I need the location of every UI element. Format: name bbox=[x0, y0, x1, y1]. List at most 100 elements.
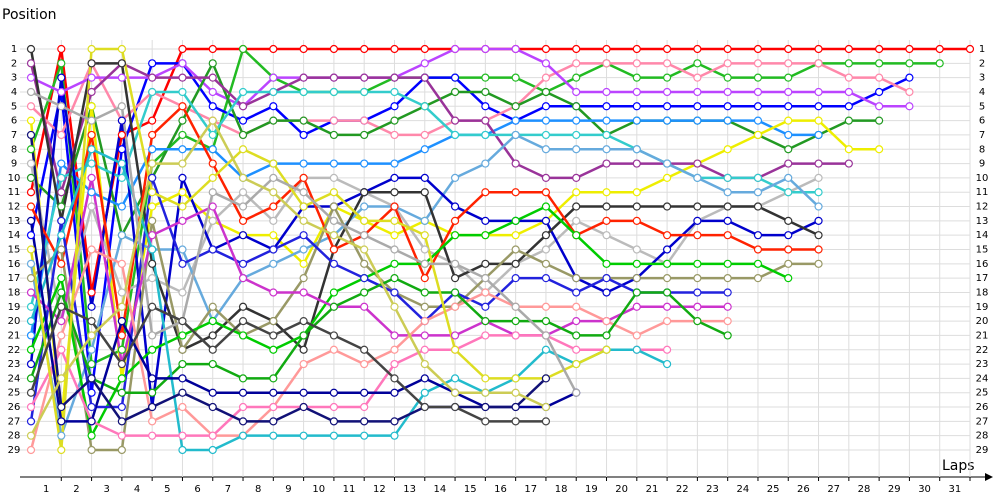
point bbox=[572, 87, 581, 97]
point bbox=[208, 173, 217, 182]
point bbox=[814, 173, 823, 182]
point bbox=[420, 345, 429, 354]
point bbox=[541, 259, 551, 268]
point bbox=[57, 130, 66, 140]
point bbox=[269, 402, 278, 412]
point bbox=[632, 331, 641, 340]
point bbox=[117, 59, 126, 68]
point bbox=[178, 331, 187, 340]
x-tick-label: 12 bbox=[373, 484, 386, 495]
point bbox=[208, 87, 217, 97]
point bbox=[26, 202, 36, 211]
y-tick-label: 13 bbox=[8, 216, 21, 227]
point bbox=[238, 374, 248, 383]
point bbox=[269, 102, 278, 111]
y-tick-label-right: 24 bbox=[976, 373, 989, 384]
point bbox=[87, 388, 96, 397]
point bbox=[238, 44, 248, 54]
point bbox=[784, 44, 793, 54]
y-tick-label: 26 bbox=[8, 402, 21, 413]
point bbox=[57, 202, 66, 211]
point bbox=[299, 202, 308, 211]
point bbox=[390, 331, 399, 340]
point bbox=[450, 130, 460, 140]
point bbox=[178, 102, 187, 111]
point bbox=[360, 130, 369, 140]
point bbox=[814, 159, 823, 168]
point bbox=[178, 202, 187, 211]
point bbox=[299, 245, 308, 254]
point bbox=[148, 130, 157, 140]
point bbox=[602, 145, 611, 154]
point bbox=[693, 259, 702, 268]
point bbox=[329, 44, 339, 54]
point bbox=[784, 59, 793, 68]
point bbox=[541, 216, 551, 225]
point bbox=[420, 44, 429, 54]
point bbox=[541, 317, 551, 326]
point bbox=[87, 359, 96, 369]
point bbox=[148, 173, 157, 182]
point bbox=[87, 102, 96, 111]
x-tick-label: 2 bbox=[73, 484, 79, 495]
point bbox=[450, 331, 460, 340]
point bbox=[117, 259, 126, 268]
point bbox=[511, 159, 520, 168]
point bbox=[208, 445, 217, 455]
y-tick-label: 25 bbox=[8, 388, 21, 399]
point bbox=[87, 345, 96, 354]
point bbox=[299, 317, 308, 326]
x-tick-label: 27 bbox=[827, 484, 840, 495]
point bbox=[632, 345, 641, 354]
series-line bbox=[29, 334, 668, 437]
point bbox=[632, 59, 641, 68]
point bbox=[572, 44, 581, 54]
y-tick-label: 1 bbox=[11, 44, 17, 55]
series-line bbox=[29, 134, 547, 423]
point bbox=[178, 44, 187, 54]
point bbox=[57, 188, 66, 197]
point bbox=[299, 73, 308, 82]
point bbox=[420, 130, 429, 140]
point bbox=[541, 302, 551, 311]
point bbox=[784, 274, 793, 283]
point bbox=[299, 188, 308, 197]
y-tick-label: 16 bbox=[8, 259, 21, 270]
point bbox=[208, 73, 217, 82]
point bbox=[723, 73, 732, 82]
point bbox=[329, 259, 339, 268]
point bbox=[26, 145, 36, 154]
point bbox=[450, 388, 460, 397]
point bbox=[572, 73, 581, 82]
point bbox=[26, 417, 36, 426]
point bbox=[26, 259, 36, 268]
point bbox=[208, 345, 217, 354]
point bbox=[360, 73, 369, 82]
point bbox=[753, 188, 763, 197]
x-tick-label: 8 bbox=[255, 484, 261, 495]
point bbox=[178, 59, 187, 68]
point bbox=[208, 159, 217, 168]
point bbox=[420, 216, 429, 225]
x-tick-label: 5 bbox=[164, 484, 170, 495]
point bbox=[148, 73, 157, 82]
point bbox=[329, 173, 339, 182]
point bbox=[238, 102, 248, 111]
point bbox=[602, 116, 611, 125]
point bbox=[269, 345, 278, 354]
point bbox=[26, 431, 36, 440]
point bbox=[329, 288, 339, 297]
point bbox=[511, 331, 520, 340]
point bbox=[511, 274, 520, 283]
point bbox=[632, 116, 641, 125]
series-line bbox=[29, 118, 547, 437]
point bbox=[511, 402, 520, 412]
point bbox=[178, 317, 187, 326]
point bbox=[572, 145, 581, 154]
point bbox=[481, 388, 490, 397]
point bbox=[26, 288, 36, 297]
point bbox=[420, 402, 429, 412]
point bbox=[935, 59, 944, 68]
point bbox=[390, 188, 399, 197]
point bbox=[420, 245, 429, 254]
